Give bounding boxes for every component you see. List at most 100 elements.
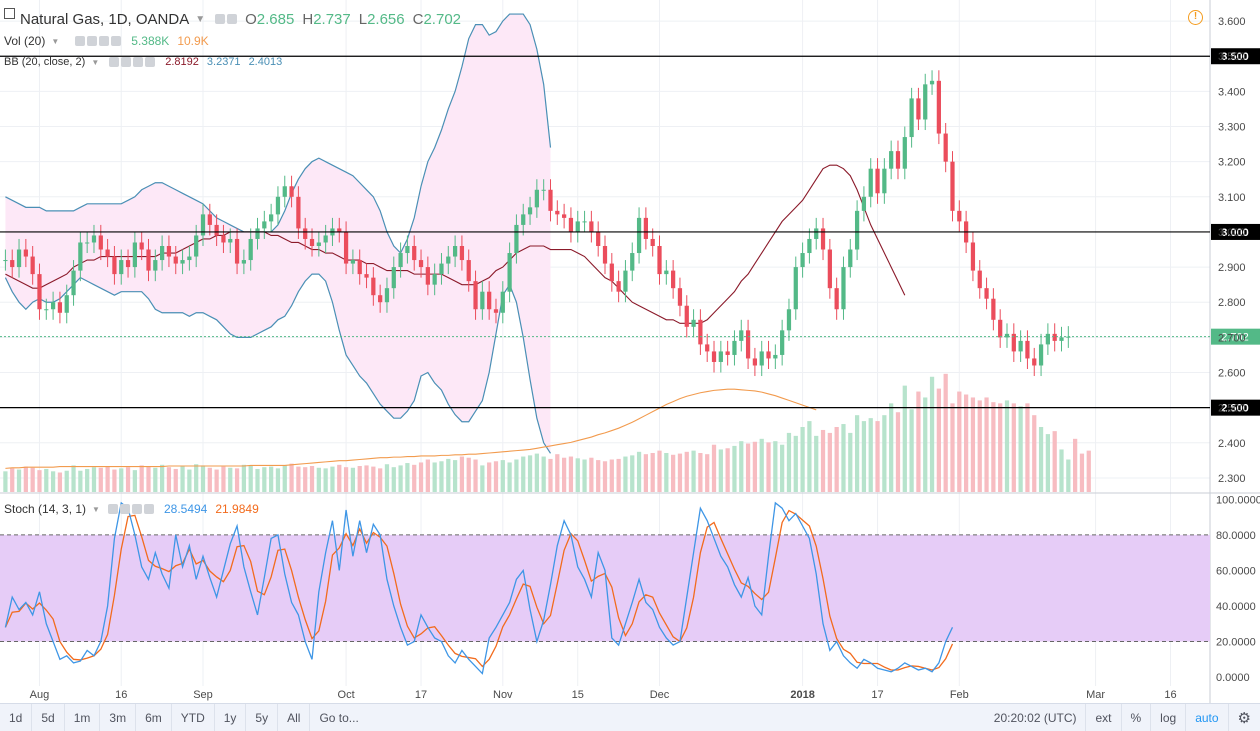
clock-time[interactable]: 20:20:02 (UTC): [985, 704, 1087, 731]
range-6m-button[interactable]: 6m: [136, 704, 172, 731]
candle-body: [262, 221, 267, 229]
candle-body: [371, 277, 376, 296]
price-axis[interactable]: 3.600 3.500 3.400 3.300 3.200 3.100 3.000 2.900…: [1216, 16, 1260, 684]
volume-bar: [119, 468, 124, 492]
goto-button[interactable]: Go to...: [319, 710, 359, 725]
candle-body: [439, 263, 444, 275]
range-5d-button[interactable]: 5d: [32, 704, 65, 731]
gear-icon[interactable]: [87, 36, 98, 46]
close-icon[interactable]: [143, 504, 154, 514]
candle-body: [589, 221, 594, 232]
volume-bar: [916, 391, 921, 492]
settings-icon[interactable]: [133, 57, 144, 67]
gear-icon[interactable]: [227, 14, 238, 24]
volume-bar: [602, 461, 608, 492]
bb-upper-value: 3.2371: [206, 56, 241, 68]
candle-body: [241, 260, 247, 264]
range-1m-button[interactable]: 1m: [65, 704, 101, 731]
candle-body: [269, 214, 274, 222]
range-5y-button[interactable]: 5y: [246, 704, 279, 731]
candle-body: [745, 330, 751, 359]
volume-bar: [500, 460, 505, 492]
range-ytd-button[interactable]: YTD: [172, 704, 215, 731]
volume-bar: [459, 456, 465, 492]
close-icon[interactable]: [145, 57, 156, 67]
percent-toggle[interactable]: %: [1122, 704, 1152, 731]
gear-icon[interactable]: [121, 57, 132, 67]
candle-body: [514, 224, 519, 254]
auto-toggle[interactable]: auto: [1186, 704, 1229, 731]
volume-legend[interactable]: Vol (20) ▼ 5.388K 10.9K: [4, 31, 209, 51]
volume-bar: [391, 467, 396, 492]
chevron-down-icon[interactable]: ▼: [92, 504, 100, 514]
volume-bar: [1059, 449, 1064, 492]
time-tick-label: Sep: [193, 689, 213, 701]
candle-body: [752, 358, 758, 366]
volume-bar: [780, 444, 785, 492]
last-price-tag: [1211, 328, 1260, 345]
chart-canvas[interactable]: 3.500 3.000 2.500 2.702 3.600 3.500 3.400 3.30…: [0, 0, 1260, 703]
gear-icon[interactable]: ⚙: [1237, 709, 1251, 727]
candle-body: [1018, 340, 1023, 352]
range-all-button[interactable]: All: [278, 704, 311, 731]
candle-body: [630, 253, 635, 271]
alert-circle-icon[interactable]: !: [1188, 10, 1203, 25]
candle-body: [657, 246, 662, 275]
ext-toggle[interactable]: ext: [1086, 704, 1122, 731]
symbol-legend[interactable]: Natural Gas, 1D, OANDA ▼ O 2.685 H 2.737…: [20, 9, 461, 29]
range-1d-button[interactable]: 1d: [0, 704, 33, 731]
candle-body: [916, 98, 921, 120]
volume-bar: [234, 468, 240, 492]
horizontal-levels[interactable]: 3.500 3.000 2.500 2.702: [0, 48, 1260, 416]
stoch-legend[interactable]: Stoch (14, 3, 1) ▼ 28.5494 21.9849: [4, 499, 259, 519]
candle-body: [521, 214, 526, 225]
settings-icon[interactable]: [99, 36, 110, 46]
chevron-down-icon[interactable]: ▼: [195, 13, 206, 25]
candle-body: [902, 137, 907, 169]
range-3m-button[interactable]: 3m: [100, 704, 137, 731]
candle-body: [725, 351, 730, 355]
volume-bar: [44, 468, 49, 492]
eye-icon[interactable]: [215, 14, 226, 24]
level-price-label: 2.500: [1221, 403, 1249, 415]
time-tick-label: 17: [871, 689, 883, 701]
candle-body: [139, 242, 144, 250]
candlestick-series[interactable]: [3, 70, 1071, 377]
candle-body: [650, 238, 655, 246]
candle-body: [378, 295, 383, 303]
volume-value: 5.388K: [131, 34, 170, 48]
candle-body: [296, 196, 301, 229]
volume-bar: [970, 397, 976, 492]
eye-icon[interactable]: [75, 36, 86, 46]
volume-bar: [1011, 403, 1016, 492]
candle-body: [187, 256, 192, 261]
candle-body: [316, 242, 321, 246]
volume-bar: [159, 464, 165, 492]
volume-bar: [1073, 438, 1078, 492]
volume-bar: [23, 466, 28, 492]
eye-icon[interactable]: [107, 504, 118, 514]
close-icon[interactable]: [111, 36, 122, 46]
collapse-square-icon[interactable]: [4, 8, 15, 19]
gear-icon[interactable]: [119, 504, 130, 514]
candle-body: [3, 260, 8, 262]
volume-ma-value: 10.9K: [177, 34, 209, 48]
volume-bar: [807, 421, 812, 492]
candle-body: [1038, 344, 1044, 366]
range-1y-button[interactable]: 1y: [215, 704, 247, 731]
volume-bar: [521, 456, 526, 492]
volume-bar: [214, 469, 219, 492]
volume-bar: [194, 464, 199, 492]
chevron-down-icon[interactable]: ▼: [91, 57, 100, 67]
log-toggle[interactable]: log: [1151, 704, 1187, 731]
candle-body: [732, 340, 737, 355]
candle-body: [289, 186, 294, 197]
volume-bar: [241, 464, 247, 492]
settings-icon[interactable]: [131, 504, 142, 514]
bb-legend[interactable]: BB (20, close, 2) ▼ 2.8192 3.2371 2.4013: [4, 52, 282, 72]
eye-icon[interactable]: [109, 57, 120, 67]
chevron-down-icon[interactable]: ▼: [51, 36, 60, 46]
candle-body: [425, 267, 430, 285]
time-axis[interactable]: Aug 16 Sep Oct 17 Nov 15 Dec 2018 17 Feb Mar 16: [30, 689, 1177, 701]
volume-bar: [623, 456, 628, 492]
